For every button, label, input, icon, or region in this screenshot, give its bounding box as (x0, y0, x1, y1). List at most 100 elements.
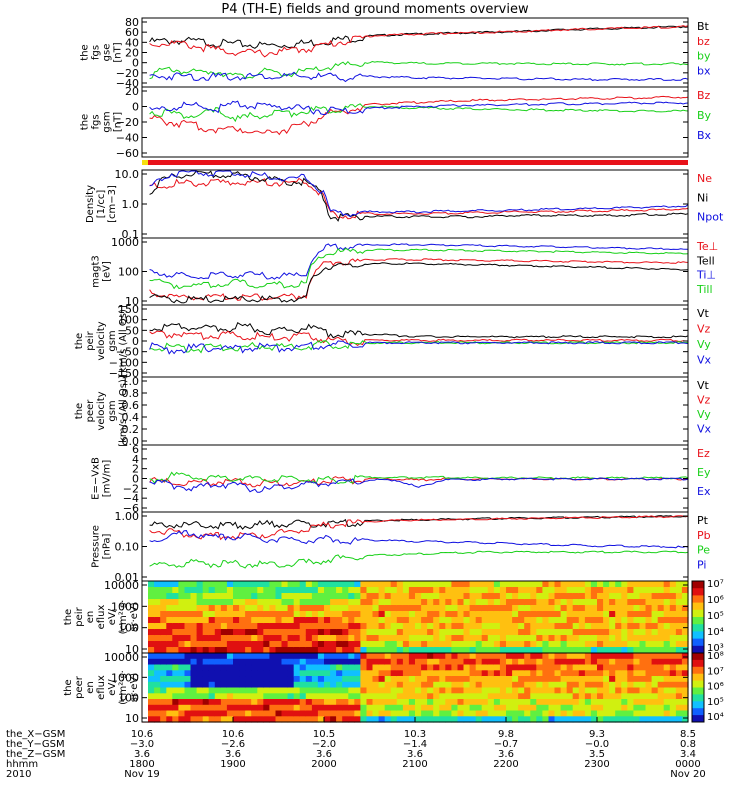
heatmap-cell (457, 699, 465, 706)
heatmap-cell (433, 653, 440, 660)
heatmap-cell (178, 629, 186, 636)
heatmap-cell (542, 681, 550, 689)
heatmap-cell (299, 617, 307, 624)
y-tick-label: 40 (125, 36, 139, 49)
heatmap-cell (457, 716, 465, 723)
heatmap-cell (439, 611, 446, 618)
heatmap-cell (506, 664, 513, 671)
legend-item-Bx: Bx (697, 129, 712, 142)
heatmap-cell (681, 635, 689, 642)
heatmap-cell (518, 581, 525, 588)
heatmap-cell (603, 710, 610, 717)
heatmap-cell (542, 605, 550, 612)
y-tick-label: 100 (118, 266, 139, 279)
heatmap-cell (524, 623, 531, 630)
heatmap-cell (603, 699, 610, 706)
heatmap-cell (590, 641, 598, 648)
heatmap-cell (536, 676, 543, 683)
heatmap-cell (384, 647, 392, 654)
heatmap-cell (372, 710, 380, 717)
heatmap-cell (663, 653, 671, 660)
heatmap-cell (257, 635, 264, 642)
heatmap-cell (354, 599, 361, 606)
heatmap-cell (184, 670, 192, 677)
heatmap-cell (384, 593, 392, 600)
heatmap-cell (584, 599, 592, 606)
heatmap-cell (354, 704, 361, 712)
heatmap-cell (190, 681, 198, 689)
heatmap-cell (433, 681, 440, 689)
heatmap-cell (184, 629, 192, 636)
heatmap-cell (324, 587, 331, 594)
heatmap-cell (506, 647, 513, 654)
heatmap-cell (427, 623, 434, 630)
heatmap-cell (481, 658, 489, 666)
y-axis-label-line: velocity (96, 391, 107, 430)
heatmap-cell (554, 581, 562, 588)
heatmap-cell (645, 623, 653, 630)
heatmap-cell (590, 710, 598, 717)
heatmap-cell (184, 653, 192, 660)
heatmap-cell (293, 693, 301, 700)
heatmap-cell (451, 647, 459, 654)
heatmap-cell (481, 611, 489, 618)
heatmap-cell (518, 658, 525, 666)
heatmap-cell (518, 653, 525, 660)
heatmap-cell (487, 716, 495, 723)
heatmap-cell (663, 670, 671, 677)
heatmap-cell (390, 664, 398, 671)
heatmap-cell (366, 704, 374, 712)
heatmap-cell (281, 687, 289, 694)
series-line-Vy (149, 340, 689, 354)
heatmap-cell (360, 629, 368, 636)
heatmap-cell (354, 581, 361, 588)
heatmap-cell (615, 587, 622, 594)
heatmap-cell (621, 658, 628, 666)
heatmap-cell (609, 653, 616, 660)
heatmap-cell (518, 587, 525, 594)
heatmap-cell (372, 635, 380, 642)
heatmap-cell (512, 635, 519, 642)
heatmap-cell (233, 647, 240, 654)
heatmap-cell (615, 629, 622, 636)
heatmap-cell (226, 699, 234, 706)
heatmap-cell (287, 617, 295, 624)
heatmap-cell (251, 664, 258, 671)
heatmap-cell (457, 629, 465, 636)
heatmap-cell (317, 716, 325, 723)
heatmap-cell (645, 641, 653, 648)
heatmap-cell (627, 635, 634, 642)
heatmap-cell (208, 647, 216, 654)
y-axis-label-line: Density (85, 185, 96, 223)
heatmap-cell (621, 670, 628, 677)
heatmap-cell (675, 664, 683, 671)
heatmap-cell (669, 617, 677, 624)
heatmap-cell (402, 629, 410, 636)
heatmap-cell (184, 623, 192, 630)
heatmap-cell (190, 599, 198, 606)
heatmap-cell (597, 647, 604, 654)
heatmap-cell (621, 587, 628, 594)
heatmap-cell (475, 593, 483, 600)
heatmap-cell (512, 605, 519, 612)
heatmap-cell (439, 623, 446, 630)
heatmap-cell (578, 593, 586, 600)
heatmap-cell (251, 629, 258, 636)
heatmap-cell (226, 704, 234, 712)
heatmap-cell (499, 681, 507, 689)
heatmap-cell (572, 687, 580, 694)
heatmap-cell (657, 710, 665, 717)
heatmap-cell (536, 641, 543, 648)
heatmap-cell (263, 693, 270, 700)
heatmap-cell (548, 647, 556, 654)
heatmap-cell (269, 611, 277, 618)
heatmap-cell (681, 623, 689, 630)
heatmap-cell (463, 629, 471, 636)
heatmap-cell (172, 670, 179, 677)
heatmap-cell (160, 670, 167, 677)
heatmap-cell (402, 593, 410, 600)
heatmap-cell (154, 687, 161, 694)
heatmap-cell (251, 704, 258, 712)
y-tick-label: 4 (132, 453, 139, 466)
heatmap-cell (530, 664, 537, 671)
